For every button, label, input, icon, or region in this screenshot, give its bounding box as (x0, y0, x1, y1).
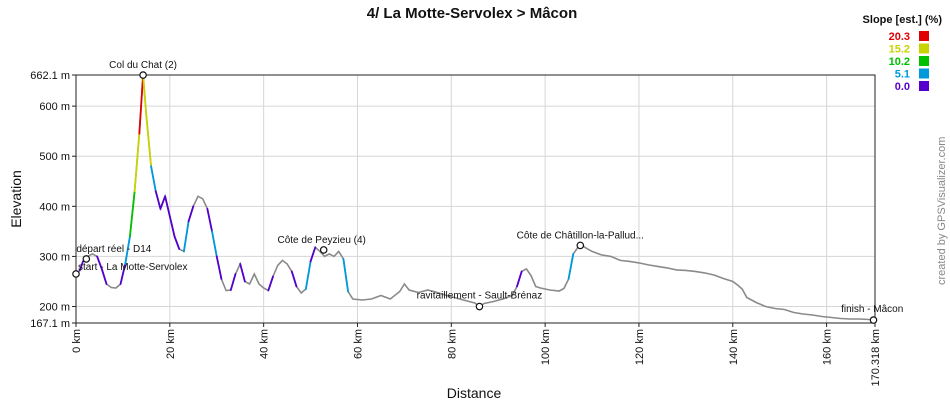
legend-swatch (919, 68, 929, 79)
waypoint-label: start - La Motte-Servolex (78, 262, 187, 273)
profile-segment (154, 190, 162, 210)
profile-segment (78, 260, 84, 272)
legend-value: 20.3 (889, 31, 910, 43)
profile-segment (239, 263, 246, 283)
x-axis-ticks: 0 km 20 km 40 km 60 km 80 km 100 km 120 km 140 … (71, 323, 882, 386)
profile-segment (124, 235, 131, 265)
x-tick-label: 0 km (71, 329, 83, 353)
profile-segment (304, 260, 312, 290)
profile-segment (215, 255, 223, 280)
profile-segment (211, 230, 218, 258)
profile-segment (133, 132, 141, 193)
profile-segment (182, 220, 190, 253)
y-axis-ticks: 167.1 m 200 m 300 m 400 m 500 m 600 m 662.1 m (30, 70, 76, 330)
y-tick-label: 200 m (39, 302, 70, 314)
legend-swatch (919, 31, 929, 41)
profile-segment (267, 275, 274, 292)
legend-swatch (919, 81, 929, 91)
profile-segment (173, 235, 181, 250)
waypoint-label: Côte de Peyzieu (4) (278, 235, 366, 246)
legend-value: 5.1 (895, 69, 910, 81)
x-tick-label: 100 km (540, 329, 552, 365)
x-tick-label: 40 km (259, 329, 271, 359)
waypoint-label: Col du Chat (2) (109, 60, 177, 71)
x-tick-label: 120 km (634, 329, 646, 365)
slope-legend: Slope [est.] (%) 20.315.210.25.10.0 (863, 14, 943, 93)
chart-title: 4/ La Motte-Servolex > Mâcon (367, 5, 577, 22)
profile-segment (96, 255, 103, 270)
profile-segment (187, 205, 195, 223)
y-tick-label: 500 m (39, 151, 70, 163)
waypoint-label: ravitaillement - Sault-Brénaz (417, 291, 543, 302)
waypoint-marker (576, 241, 585, 250)
waypoint-marker (72, 270, 80, 278)
profile-segment (159, 195, 167, 210)
waypoint-label: départ réel - D14 (76, 244, 151, 255)
x-tick-label: 60 km (352, 329, 364, 359)
waypoint-marker (139, 71, 147, 79)
profile-segment (309, 246, 317, 263)
profile-segment (567, 253, 575, 280)
y-tick-label: 400 m (39, 201, 70, 213)
y-tick-label: 167.1 m (30, 318, 70, 330)
waypoint-marker (475, 302, 484, 311)
profile-segment (150, 165, 157, 193)
x-tick-label: 20 km (165, 329, 177, 359)
profile-line (75, 75, 876, 321)
x-axis-label: Distance (447, 385, 502, 400)
profile-segment (145, 115, 152, 168)
profile-segment (229, 273, 237, 291)
waypoint-marker (319, 246, 328, 254)
y-tick-label: 600 m (39, 101, 70, 113)
waypoint-marker (869, 316, 878, 324)
profile-series (75, 74, 876, 321)
x-tick-label: 80 km (446, 329, 458, 359)
y-tick-label: 662.1 m (30, 70, 70, 82)
grid-lines (76, 75, 875, 323)
x-tick-label: 170.318 km (870, 329, 882, 386)
plot-frame (75, 74, 876, 324)
profile-segment (164, 195, 171, 218)
waypoint-label: finish - Mâcon (841, 304, 903, 315)
profile-segment (142, 74, 148, 118)
x-tick-label: 160 km (822, 329, 834, 365)
profile-segment (290, 270, 298, 288)
waypoint-label: Côte de Châtillon-la-Pallud... (517, 230, 644, 241)
credit-text: created by GPSVisualizer.com (936, 137, 948, 285)
profile-segment (516, 270, 523, 288)
legend-swatch (919, 56, 929, 66)
waypoints: start - La Motte-Servolex départ réel - D… (72, 60, 903, 324)
legend-swatch (919, 43, 929, 54)
waypoint-marker (82, 255, 91, 263)
y-axis-label: Elevation (8, 170, 24, 228)
y-tick-label: 300 m (39, 251, 70, 263)
profile-segment (100, 268, 108, 285)
profile-segment (342, 258, 349, 293)
profile-segment (138, 74, 144, 135)
legend-value: 0.0 (895, 81, 910, 93)
legend-value: 10.2 (889, 56, 910, 68)
profile-segment (168, 215, 176, 238)
profile-segment (206, 207, 213, 233)
profile-segment (129, 190, 136, 238)
profile-segment (119, 263, 127, 285)
x-tick-label: 140 km (728, 329, 740, 365)
legend-title: Slope [est.] (%) (863, 14, 943, 26)
legend-value: 15.2 (889, 44, 910, 56)
